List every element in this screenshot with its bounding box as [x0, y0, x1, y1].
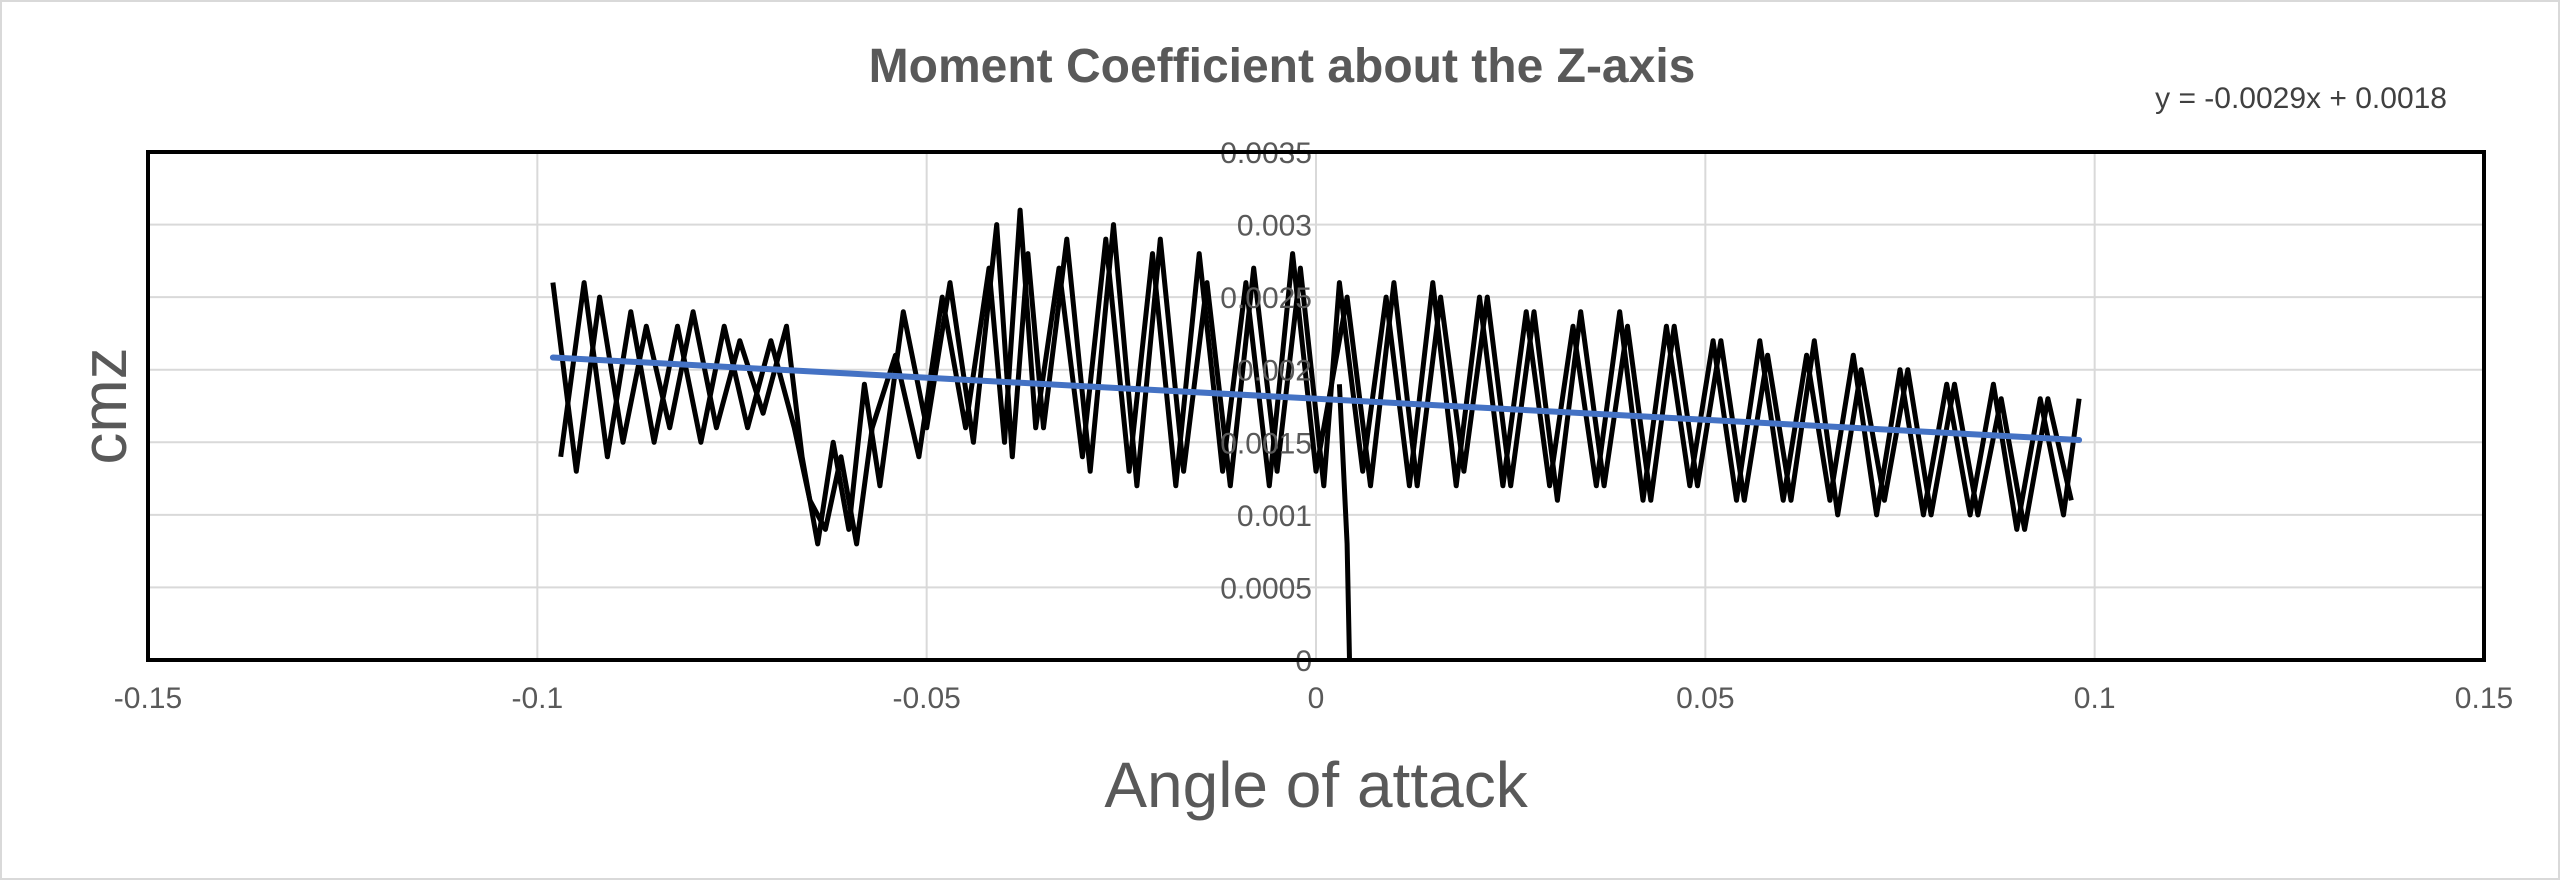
trendline-group — [549, 354, 2083, 443]
y-tick-label: 0.002 — [1237, 355, 1312, 388]
x-tick-label: 0.05 — [1676, 682, 1734, 715]
y-axis-label: cmz — [68, 347, 140, 464]
gridlines — [147, 151, 2485, 661]
x-tick-label: -0.1 — [511, 682, 563, 715]
x-tick-label: 0.15 — [2455, 682, 2513, 715]
y-tick-label: 0.001 — [1237, 500, 1312, 533]
x-tick-label: -0.05 — [892, 682, 960, 715]
x-tick-label: -0.15 — [114, 682, 182, 715]
x-axis-label: Angle of attack — [1104, 749, 1528, 821]
tick-labels: 00.00050.0010.00150.0020.00250.0030.0035… — [114, 137, 2513, 715]
y-tick-label: 0.0005 — [1220, 572, 1312, 605]
y-tick-label: 0.0025 — [1220, 282, 1312, 315]
data-series-line-3 — [1336, 384, 1352, 661]
data-series-line-2 — [558, 207, 2074, 547]
plot-area-frame — [146, 150, 2486, 662]
x-tick-label: 0 — [1308, 682, 1325, 715]
y-tick-label: 0.0015 — [1220, 427, 1312, 460]
linear-trendline — [549, 354, 2083, 443]
chart-title: Moment Coefficient about the Z-axis — [869, 40, 1696, 93]
y-tick-label: 0.003 — [1237, 210, 1312, 243]
x-tick-label: 0.1 — [2074, 682, 2116, 715]
trendline-equation: y = -0.0029x + 0.0018 — [2155, 82, 2447, 115]
